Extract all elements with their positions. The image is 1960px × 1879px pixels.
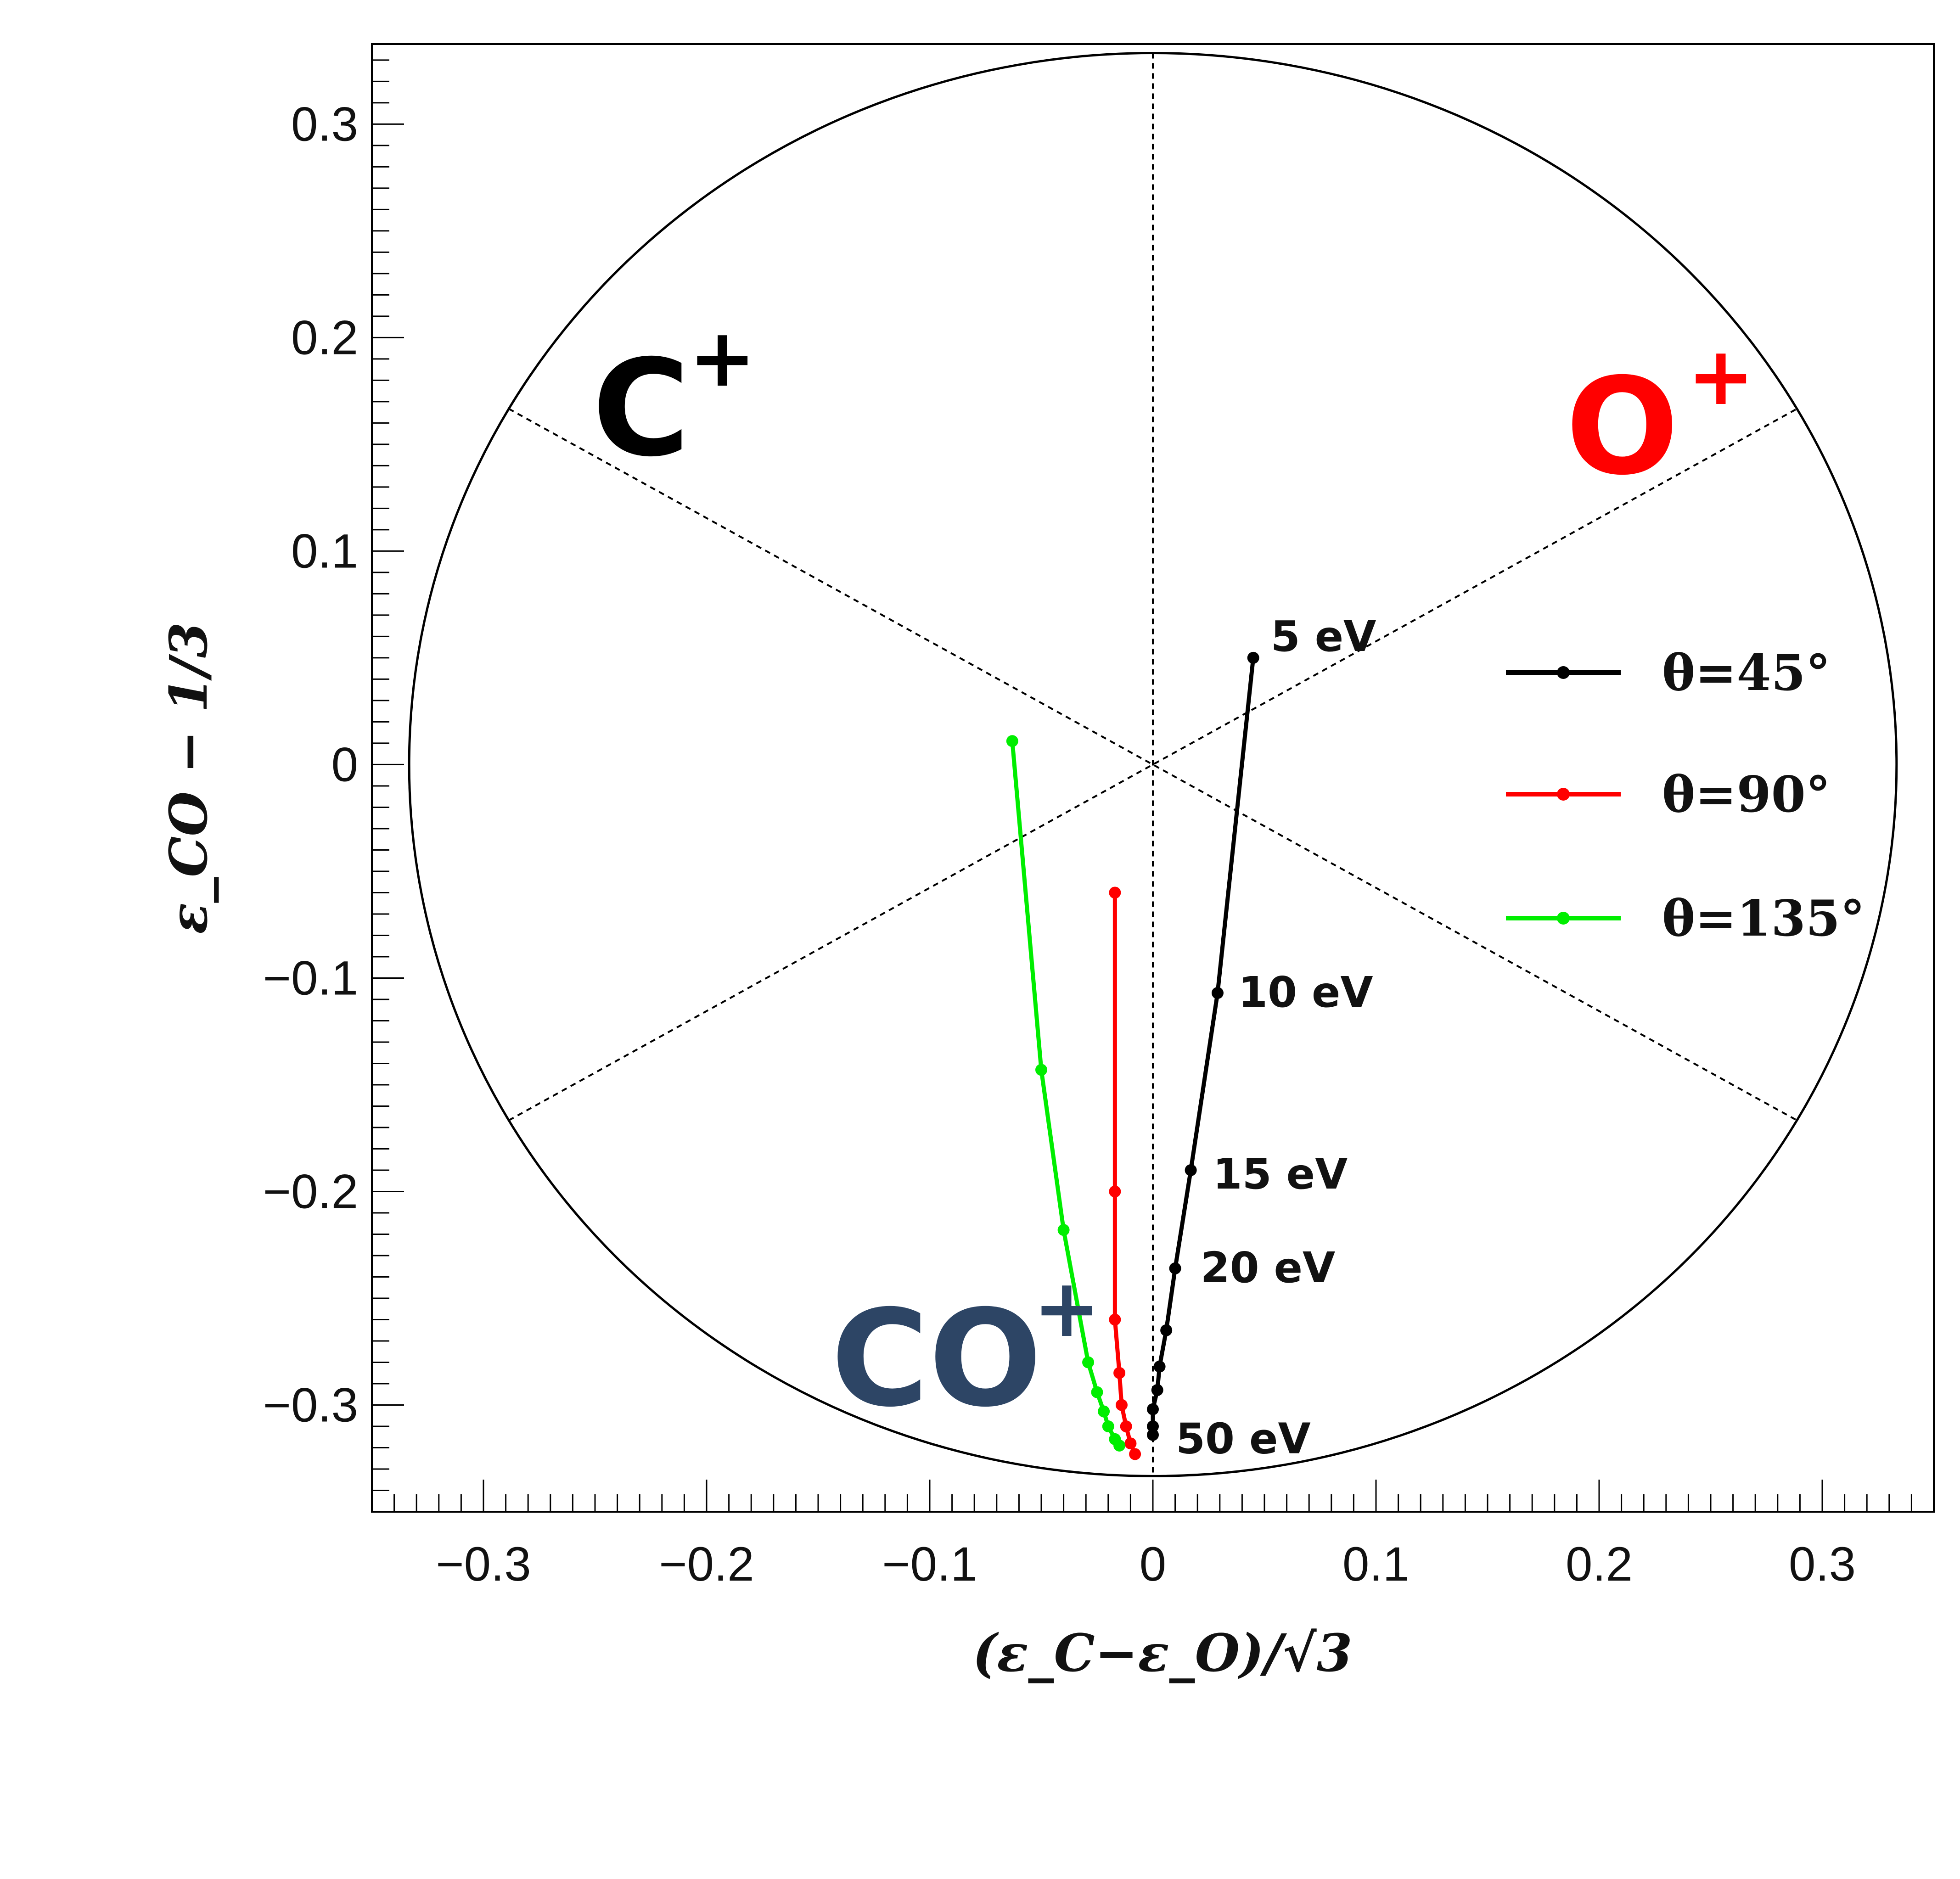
y-tick-label: 0.1 <box>291 524 358 578</box>
guide-lines <box>408 52 1898 1477</box>
data-point <box>1120 1420 1132 1432</box>
data-point <box>1102 1420 1114 1432</box>
data-point <box>1147 1429 1159 1441</box>
y-tick-label: −0.2 <box>263 1165 358 1218</box>
y-tick-label: 0.3 <box>291 97 358 151</box>
axis-ticks: −0.3 −0.2 −0.1 0 0.1 0.2 0.3 0.3 0.2 0.1 0 −0.1 −0.2… <box>263 59 1912 1591</box>
x-axis-title: (ε_C−ε_O)/√3 <box>972 1623 1352 1683</box>
region-label: CO <box>831 1282 1042 1436</box>
data-point <box>1247 651 1259 664</box>
x-tick-label: 0.2 <box>1566 1537 1633 1591</box>
y-axis-title: ε_CO − 1/3 <box>159 622 219 934</box>
legend-label: θ=45° <box>1662 644 1831 702</box>
energy-annotation: 10 eV <box>1238 968 1373 1017</box>
region-label-superscript: + <box>689 312 756 405</box>
data-point <box>1124 1437 1137 1450</box>
diagonal-guide-line <box>508 408 1797 1122</box>
legend-label: θ=135° <box>1662 890 1865 948</box>
series-layer <box>1006 651 1259 1460</box>
data-point <box>1153 1360 1166 1373</box>
data-point <box>1147 1420 1159 1432</box>
data-point <box>1035 1064 1047 1076</box>
y-tick-label: 0.2 <box>291 311 358 365</box>
annotation-layer: 5 eV 10 eV 15 eV 20 eV 50 eV <box>1176 612 1376 1464</box>
data-point <box>1185 1164 1197 1176</box>
legend: θ=45° θ=90° θ=135° <box>1506 644 1865 948</box>
data-point <box>1091 1386 1103 1398</box>
data-point <box>1057 1224 1070 1236</box>
region-label: C <box>592 331 690 486</box>
data-point <box>1169 1262 1181 1274</box>
x-tick-label: 0 <box>1140 1537 1166 1591</box>
data-point <box>1211 987 1224 999</box>
legend-marker <box>1557 912 1570 925</box>
y-tick-label: 0 <box>331 738 358 791</box>
energy-annotation: 50 eV <box>1176 1414 1311 1464</box>
data-point <box>1109 886 1121 899</box>
region-labels: C+ O +CO+ <box>592 312 1755 1436</box>
data-point <box>1151 1384 1163 1396</box>
data-point <box>1098 1405 1110 1418</box>
region-label-superscript: + <box>1687 330 1755 423</box>
data-point <box>1109 1185 1121 1198</box>
data-point <box>1082 1356 1095 1369</box>
series-line <box>1151 657 1256 1435</box>
legend-label: θ=90° <box>1662 766 1831 824</box>
x-tick-label: 0.3 <box>1789 1537 1856 1591</box>
y-tick-label: −0.3 <box>263 1378 358 1432</box>
data-point <box>1109 1313 1121 1326</box>
data-point <box>1113 1439 1126 1452</box>
x-tick-label: −0.3 <box>436 1537 531 1591</box>
data-point <box>1113 1367 1126 1379</box>
diagonal-guide-line <box>508 408 1797 1122</box>
data-point <box>1115 1399 1128 1411</box>
y-tick-label: −0.1 <box>263 951 358 1005</box>
data-point <box>1147 1403 1159 1415</box>
data-point <box>1129 1448 1141 1460</box>
x-tick-label: −0.2 <box>659 1537 754 1591</box>
data-point <box>1006 735 1018 747</box>
energy-annotation: 5 eV <box>1271 612 1376 661</box>
x-tick-label: −0.1 <box>882 1537 977 1591</box>
region-label: O <box>1566 350 1679 505</box>
energy-annotation: 15 eV <box>1213 1150 1348 1199</box>
legend-marker <box>1557 666 1570 679</box>
data-point <box>1160 1324 1173 1336</box>
energy-annotation: 20 eV <box>1201 1243 1336 1292</box>
legend-marker <box>1557 788 1570 801</box>
x-tick-label: 0.1 <box>1342 1537 1410 1591</box>
region-label-superscript: + <box>1033 1262 1101 1355</box>
